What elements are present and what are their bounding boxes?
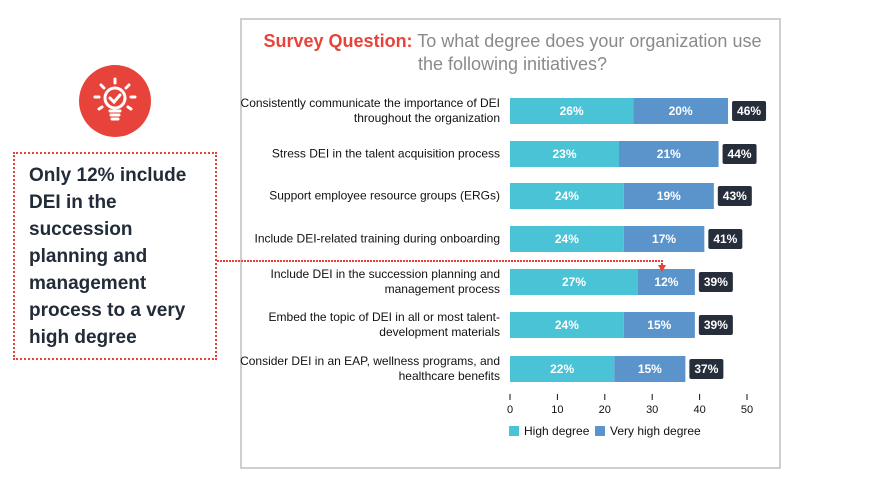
bar-high-degree [510, 269, 638, 295]
x-tick-label: 0 [507, 404, 513, 416]
callout-arrow-icon [658, 265, 666, 272]
x-tick-label: 10 [551, 404, 563, 416]
chart-title: Survey Question: To what degree does you… [263, 31, 762, 74]
total-label: 39% [704, 318, 728, 332]
callout-connector [217, 260, 663, 268]
total-label: 37% [694, 362, 718, 376]
x-tick-label: 50 [741, 404, 753, 416]
data-label-very-high: 19% [657, 189, 681, 203]
bar-high-degree [510, 312, 624, 338]
bar-very-high-degree [633, 98, 729, 124]
bar-high-degree [510, 183, 624, 209]
x-tick-label: 30 [646, 404, 658, 416]
category-label: Stress DEI in the talent acquisition pro… [271, 146, 500, 161]
total-badge [698, 272, 733, 292]
data-label-very-high: 15% [638, 362, 662, 376]
total-label: 44% [728, 147, 752, 161]
lightbulb-check-icon [79, 65, 151, 137]
legend-swatch-very-high [595, 426, 605, 436]
total-badge [698, 315, 733, 335]
total-badge [689, 359, 724, 379]
data-label-very-high: 20% [669, 104, 693, 118]
total-badge [722, 144, 757, 164]
data-label-very-high: 17% [652, 232, 676, 246]
data-label-high: 27% [562, 275, 586, 289]
data-label-high: 22% [550, 362, 574, 376]
data-label-high: 24% [555, 318, 579, 332]
callout-box: Only 12% include DEI in the succession p… [13, 152, 217, 360]
total-label: 46% [737, 104, 761, 118]
bar-very-high-degree [623, 226, 705, 252]
data-label-high: 23% [552, 147, 576, 161]
data-label-high: 26% [560, 104, 584, 118]
data-label-very-high: 21% [657, 147, 681, 161]
total-badge [708, 229, 743, 249]
bar-high-degree [510, 226, 624, 252]
data-label-high: 24% [555, 189, 579, 203]
category-label: Embed the topic of DEI in all or most ta… [268, 310, 500, 339]
bar-high-degree [510, 356, 615, 382]
bar-very-high-degree [637, 269, 695, 295]
bar-very-high-degree [619, 141, 719, 167]
bar-very-high-degree [623, 183, 714, 209]
category-label: Consistently communicate the importance … [240, 96, 500, 125]
bar-very-high-degree [614, 356, 686, 382]
total-badge [732, 101, 767, 121]
total-badge [717, 186, 752, 206]
bar-high-degree [510, 98, 634, 124]
bar-high-degree [510, 141, 620, 167]
category-label: Support employee resource groups (ERGs) [269, 188, 500, 203]
category-label: Consider DEI in an EAP, wellness program… [240, 354, 500, 383]
total-label: 41% [713, 232, 737, 246]
legend-swatch-high [509, 426, 519, 436]
x-tick-label: 40 [693, 404, 705, 416]
legend-high: High degree [509, 424, 589, 438]
bar-very-high-degree [623, 312, 695, 338]
legend-very-high: Very high degree [595, 424, 701, 438]
total-label: 43% [723, 189, 747, 203]
category-label: Include DEI in the succession planning a… [270, 267, 500, 296]
data-label-high: 24% [555, 232, 579, 246]
category-label: Include DEI-related training during onbo… [254, 231, 501, 246]
chart-frame [240, 18, 781, 469]
total-label: 39% [704, 275, 728, 289]
x-tick-label: 20 [599, 404, 611, 416]
data-label-very-high: 12% [654, 275, 678, 289]
data-label-very-high: 15% [647, 318, 671, 332]
